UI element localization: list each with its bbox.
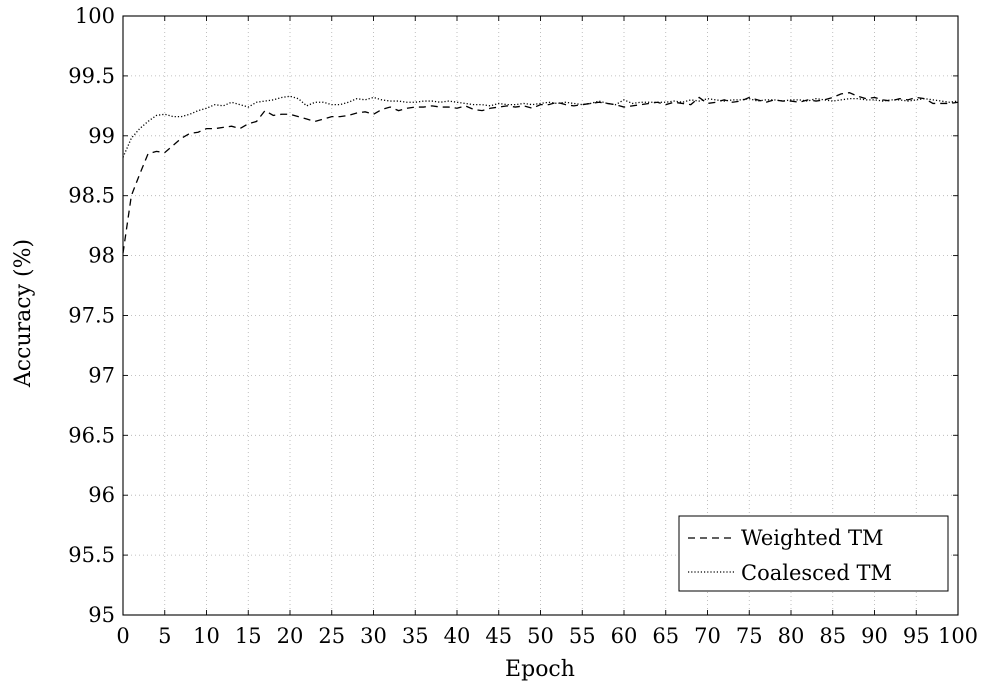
x-tick-label: 60: [611, 624, 638, 648]
legend-label-coalesced-tm: Coalesced TM: [741, 561, 892, 585]
x-tick-label: 25: [318, 624, 345, 648]
y-tick-label: 96: [88, 483, 115, 507]
y-tick-label: 97: [88, 363, 115, 387]
x-tick-label: 75: [736, 624, 763, 648]
x-tick-label: 20: [277, 624, 304, 648]
x-tick-label: 0: [116, 624, 129, 648]
y-tick-label: 99: [88, 124, 115, 148]
legend-label-weighted-tm: Weighted TM: [741, 526, 883, 550]
series-line-coalesced-tm: [122, 95, 959, 158]
x-tick-label: 70: [694, 624, 721, 648]
x-tick-label: 95: [903, 624, 930, 648]
x-tick-label: 80: [778, 624, 805, 648]
y-tick-label: 95: [88, 603, 115, 627]
x-tick-label: 55: [569, 624, 596, 648]
x-tick-label: 100: [938, 624, 978, 648]
y-tick-label: 98.5: [68, 184, 115, 208]
y-tick-label: 97.5: [68, 304, 115, 328]
x-tick-label: 30: [360, 624, 387, 648]
legend: Weighted TM Coalesced TM: [678, 515, 949, 592]
y-tick-label: 99.5: [68, 64, 115, 88]
y-axis-label: Accuracy (%): [11, 239, 36, 388]
series-line-weighted-tm: [122, 92, 959, 254]
x-tick-label: 65: [652, 624, 679, 648]
axis-ticks: 0 5 10 15 20 25 30 35 40 45 50 55 60 65 70 75 80 85 90 95 10…: [68, 4, 978, 648]
x-axis-label: Epoch: [505, 657, 575, 682]
x-tick-label: 35: [402, 624, 429, 648]
x-tick-label: 15: [235, 624, 262, 648]
x-tick-label: 5: [158, 624, 171, 648]
x-tick-label: 85: [819, 624, 846, 648]
x-tick-label: 45: [485, 624, 512, 648]
y-tick-label: 95.5: [68, 543, 115, 567]
y-tick-label: 96.5: [68, 423, 115, 447]
series-lines: [122, 92, 959, 254]
legend-box: [678, 515, 949, 592]
x-tick-label: 10: [193, 624, 220, 648]
y-tick-label: 98: [88, 244, 115, 268]
x-tick-label: 50: [527, 624, 554, 648]
x-tick-label: 40: [444, 624, 471, 648]
y-tick-label: 100: [75, 4, 115, 28]
x-tick-label: 90: [861, 624, 888, 648]
